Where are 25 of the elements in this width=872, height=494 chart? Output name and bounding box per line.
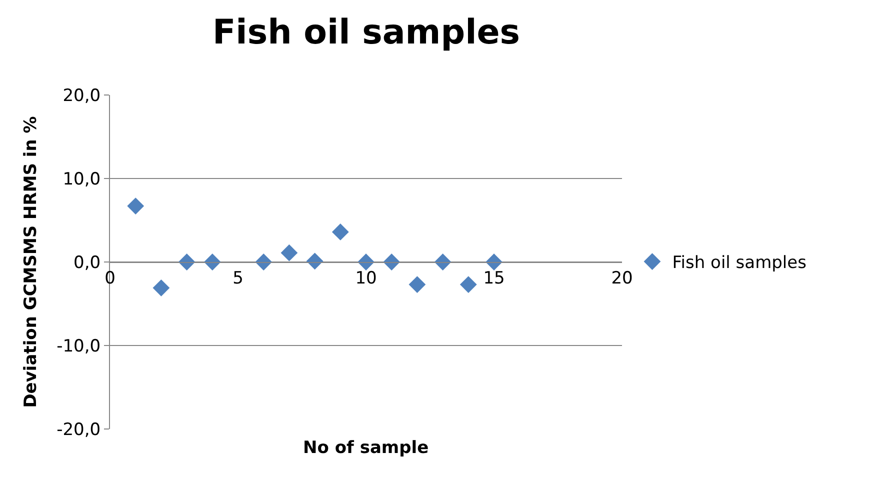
point bbox=[332, 223, 349, 240]
point bbox=[127, 198, 144, 215]
point bbox=[255, 254, 272, 270]
y-tick-label: 20,0 bbox=[62, 86, 101, 106]
legend-label: Fish oil samples bbox=[672, 253, 807, 274]
point bbox=[280, 244, 298, 262]
x-tick-label: 20 bbox=[611, 268, 633, 288]
y-axis-title: Deviation GCMSMS HRMS in % bbox=[21, 116, 42, 408]
y-tick-label: 0,0 bbox=[74, 252, 101, 273]
x-tick-label: 15 bbox=[483, 268, 505, 288]
point bbox=[434, 254, 452, 270]
point bbox=[178, 254, 196, 270]
point bbox=[152, 279, 170, 296]
y-tick-label: -10,0 bbox=[56, 336, 101, 356]
x-tick-label: 5 bbox=[232, 268, 244, 288]
point bbox=[204, 254, 221, 270]
point bbox=[460, 276, 477, 293]
y-tick-label: 10,0 bbox=[62, 169, 101, 190]
y-tick-label: -20,0 bbox=[56, 420, 101, 440]
point bbox=[408, 276, 426, 293]
x-tick-label: 10 bbox=[355, 268, 377, 288]
point bbox=[383, 254, 400, 270]
x-axis-title: No of sample bbox=[303, 438, 429, 458]
chart-title: Fish oil samples bbox=[212, 12, 520, 53]
x-tick-label: 0 bbox=[104, 268, 116, 288]
